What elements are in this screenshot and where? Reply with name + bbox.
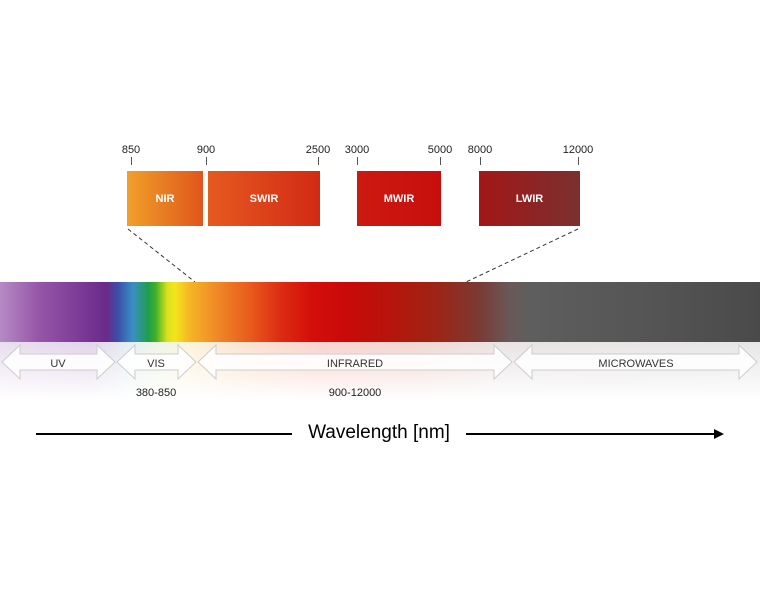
tick-label-3000: 3000	[344, 144, 370, 156]
tick-label-2500: 2500	[305, 144, 331, 156]
tick-label-850: 850	[121, 144, 141, 156]
axis-line-right	[466, 433, 716, 435]
axis-line-left	[36, 433, 292, 435]
tick-mark-8000	[480, 157, 481, 165]
axis-arrowhead-icon	[714, 429, 724, 439]
band-nir: NIR	[127, 171, 203, 226]
tick-label-900: 900	[196, 144, 216, 156]
uv-region-arrow	[1, 343, 116, 381]
axis-title: Wavelength [nm]	[308, 422, 450, 443]
band-mwir: MWIR	[357, 171, 441, 226]
band-mwir-label: MWIR	[383, 192, 415, 205]
microwaves-region-arrow	[513, 343, 758, 381]
region-label-vis: VIS	[147, 358, 165, 370]
band-swir: SWIR	[208, 171, 320, 226]
spectrum-bar	[0, 282, 760, 342]
zoom-line-right	[465, 228, 579, 283]
region-label-uv: UV	[50, 358, 66, 370]
region-arrows	[1, 343, 758, 381]
tick-mark-900	[206, 157, 207, 165]
tick-mark-12000	[578, 157, 579, 165]
range-label-infrared: 900-12000	[328, 387, 382, 399]
tick-mark-2500	[318, 157, 319, 165]
vis-region-arrow	[116, 343, 197, 381]
infrared-region-arrow	[197, 343, 513, 381]
band-lwir-label: LWIR	[515, 192, 544, 205]
tick-mark-850	[131, 157, 132, 165]
region-label-infrared: INFRARED	[326, 358, 384, 370]
zoom-line-left	[127, 228, 196, 283]
range-label-vis: 380-850	[135, 387, 177, 399]
band-nir-label: NIR	[155, 192, 175, 205]
tick-label-5000: 5000	[427, 144, 453, 156]
tick-mark-5000	[440, 157, 441, 165]
band-lwir: LWIR	[479, 171, 580, 226]
tick-label-12000: 12000	[562, 144, 594, 156]
band-swir-label: SWIR	[249, 192, 279, 205]
tick-label-8000: 8000	[467, 144, 493, 156]
region-label-microwaves: MICROWAVES	[598, 358, 674, 370]
tick-mark-3000	[357, 157, 358, 165]
